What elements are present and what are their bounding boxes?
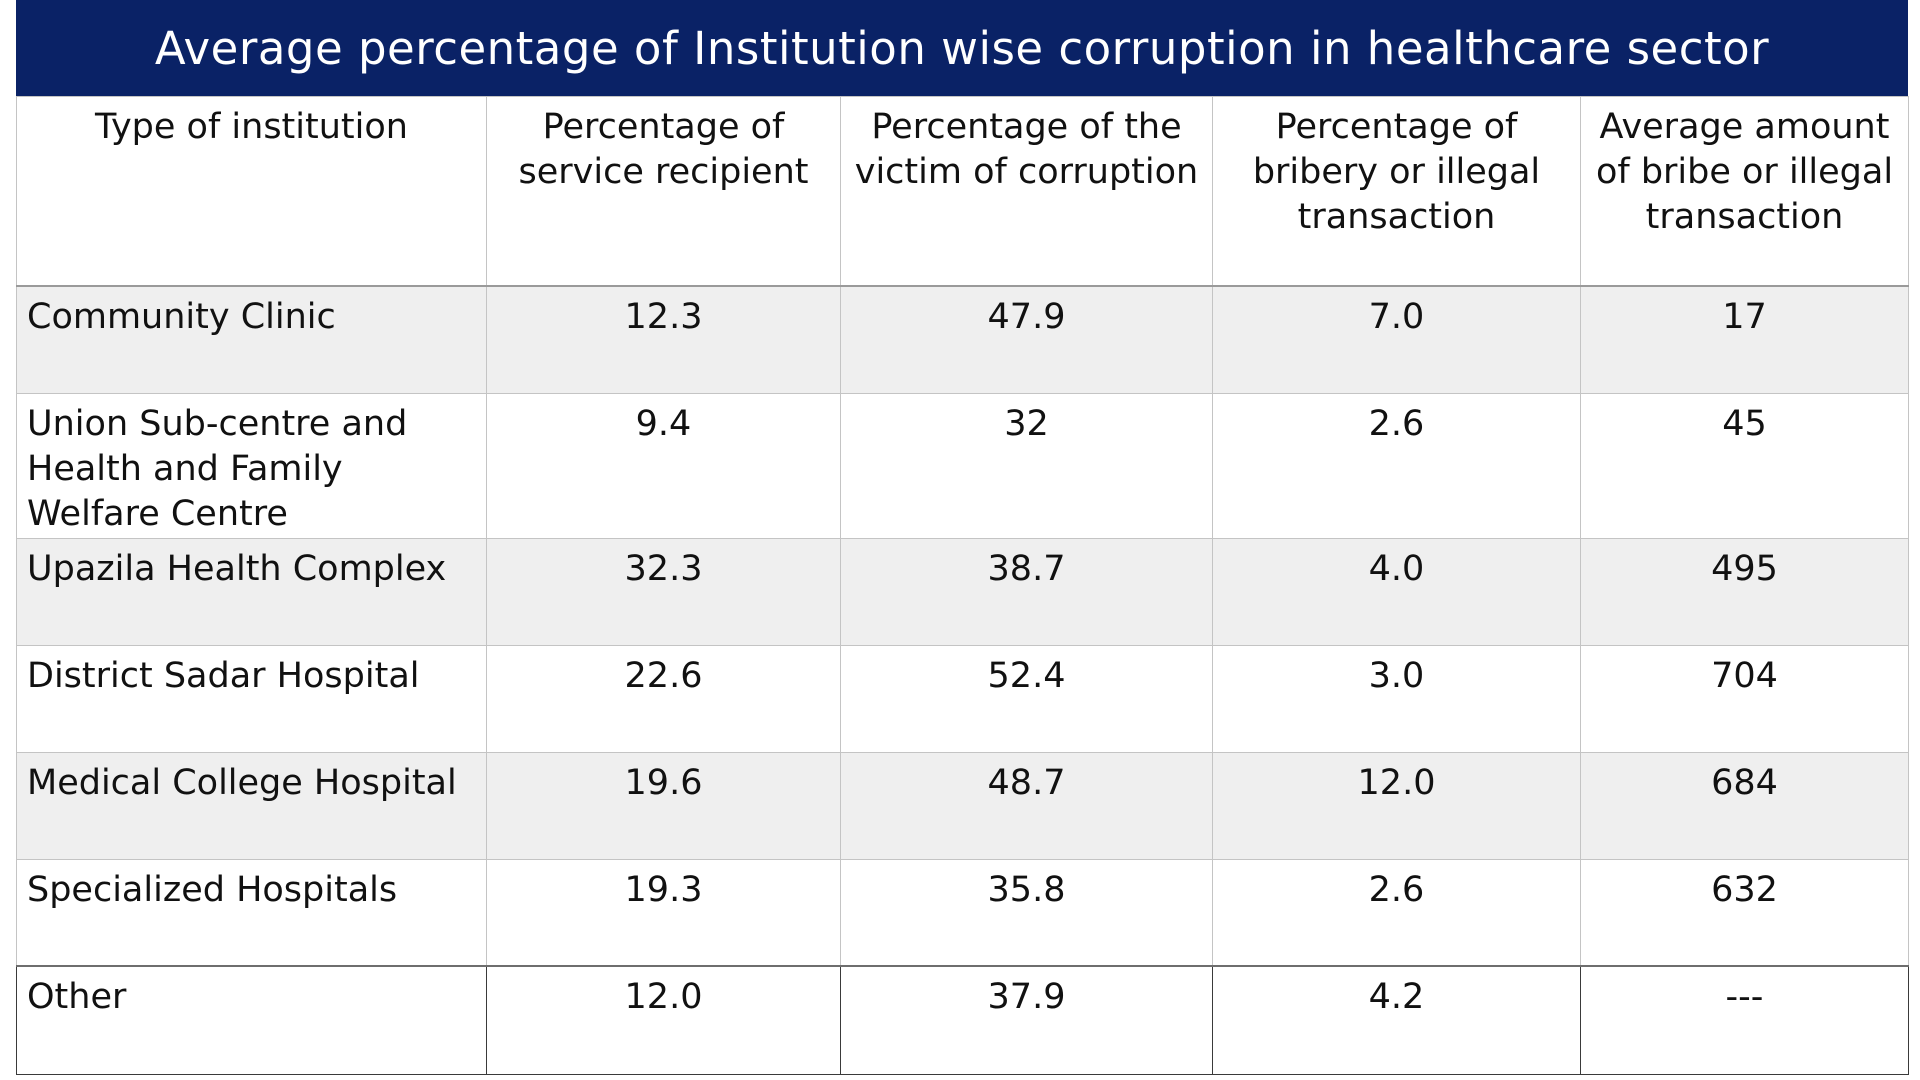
cell-victim: 52.4 xyxy=(840,644,1213,753)
cell-institution: District Sadar Hospital xyxy=(16,644,487,753)
cell-institution: Specialized Hospitals xyxy=(16,858,487,967)
header-victim-of-corruption: Percentage of the victim of corruption xyxy=(840,96,1213,287)
table-title: Average percentage of Institution wise c… xyxy=(16,0,1908,96)
header-bribery-percentage: Percentage of bribery or illegal transac… xyxy=(1212,96,1581,287)
cell-service-recipient: 19.6 xyxy=(486,751,841,860)
cell-institution: Community Clinic xyxy=(16,285,487,394)
cell-institution: Union Sub-centre and Health and Family W… xyxy=(16,392,487,539)
table-frame: Average percentage of Institution wise c… xyxy=(16,0,1909,1075)
table-row: Union Sub-centre and Health and Family W… xyxy=(16,392,1909,539)
cell-bribery: 12.0 xyxy=(1212,751,1581,860)
cell-service-recipient: 12.0 xyxy=(486,965,841,1075)
cell-average-amount: 495 xyxy=(1580,537,1909,646)
cell-average-amount: --- xyxy=(1580,965,1909,1075)
cell-bribery: 4.2 xyxy=(1212,965,1581,1075)
cell-bribery: 3.0 xyxy=(1212,644,1581,753)
corruption-table: Type of institution Percentage of servic… xyxy=(16,96,1909,1075)
cell-victim: 38.7 xyxy=(840,537,1213,646)
table-row: Community Clinic 12.3 47.9 7.0 17 xyxy=(16,285,1909,394)
cell-victim: 37.9 xyxy=(840,965,1213,1075)
header-type-of-institution: Type of institution xyxy=(16,96,487,287)
table-row: Upazila Health Complex 32.3 38.7 4.0 495 xyxy=(16,537,1909,646)
cell-bribery: 7.0 xyxy=(1212,285,1581,394)
cell-institution: Other xyxy=(16,965,487,1075)
cell-service-recipient: 9.4 xyxy=(486,392,841,539)
cell-service-recipient: 32.3 xyxy=(486,537,841,646)
header-service-recipient: Percentage of service recipient xyxy=(486,96,841,287)
cell-service-recipient: 22.6 xyxy=(486,644,841,753)
cell-average-amount: 684 xyxy=(1580,751,1909,860)
cell-service-recipient: 12.3 xyxy=(486,285,841,394)
cell-victim: 35.8 xyxy=(840,858,1213,967)
cell-bribery: 2.6 xyxy=(1212,392,1581,539)
cell-service-recipient: 19.3 xyxy=(486,858,841,967)
cell-average-amount: 45 xyxy=(1580,392,1909,539)
cell-bribery: 4.0 xyxy=(1212,537,1581,646)
cell-institution: Upazila Health Complex xyxy=(16,537,487,646)
cell-average-amount: 632 xyxy=(1580,858,1909,967)
header-row: Type of institution Percentage of servic… xyxy=(16,96,1909,287)
cell-bribery: 2.6 xyxy=(1212,858,1581,967)
table-row: District Sadar Hospital 22.6 52.4 3.0 70… xyxy=(16,644,1909,753)
header-average-bribe-amount: Average amount of bribe or illegal trans… xyxy=(1580,96,1909,287)
table-row: Specialized Hospitals 19.3 35.8 2.6 632 xyxy=(16,858,1909,967)
cell-victim: 32 xyxy=(840,392,1213,539)
table-row: Medical College Hospital 19.6 48.7 12.0 … xyxy=(16,751,1909,860)
cell-average-amount: 17 xyxy=(1580,285,1909,394)
cell-average-amount: 704 xyxy=(1580,644,1909,753)
table-row: Other 12.0 37.9 4.2 --- xyxy=(16,965,1909,1075)
cell-victim: 48.7 xyxy=(840,751,1213,860)
cell-institution: Medical College Hospital xyxy=(16,751,487,860)
cell-victim: 47.9 xyxy=(840,285,1213,394)
